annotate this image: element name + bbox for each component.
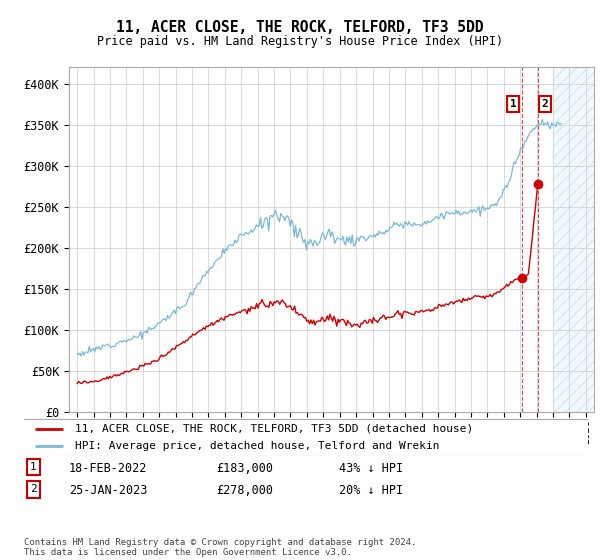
Text: 20% ↓ HPI: 20% ↓ HPI — [339, 484, 403, 497]
Text: 11, ACER CLOSE, THE ROCK, TELFORD, TF3 5DD: 11, ACER CLOSE, THE ROCK, TELFORD, TF3 5… — [116, 20, 484, 35]
Text: 1: 1 — [510, 99, 517, 109]
Bar — [553, 67, 594, 412]
Text: 2: 2 — [30, 484, 37, 494]
Text: £183,000: £183,000 — [216, 462, 273, 475]
Text: 11, ACER CLOSE, THE ROCK, TELFORD, TF3 5DD (detached house): 11, ACER CLOSE, THE ROCK, TELFORD, TF3 5… — [75, 423, 473, 433]
Text: 43% ↓ HPI: 43% ↓ HPI — [339, 462, 403, 475]
Text: Price paid vs. HM Land Registry's House Price Index (HPI): Price paid vs. HM Land Registry's House … — [97, 35, 503, 48]
Text: £278,000: £278,000 — [216, 484, 273, 497]
Text: 18-FEB-2022: 18-FEB-2022 — [69, 462, 148, 475]
Text: 25-JAN-2023: 25-JAN-2023 — [69, 484, 148, 497]
Text: Contains HM Land Registry data © Crown copyright and database right 2024.
This d: Contains HM Land Registry data © Crown c… — [24, 538, 416, 557]
Text: HPI: Average price, detached house, Telford and Wrekin: HPI: Average price, detached house, Telf… — [75, 441, 439, 451]
FancyBboxPatch shape — [21, 419, 591, 456]
Text: 2: 2 — [542, 99, 548, 109]
Text: 1: 1 — [30, 462, 37, 472]
